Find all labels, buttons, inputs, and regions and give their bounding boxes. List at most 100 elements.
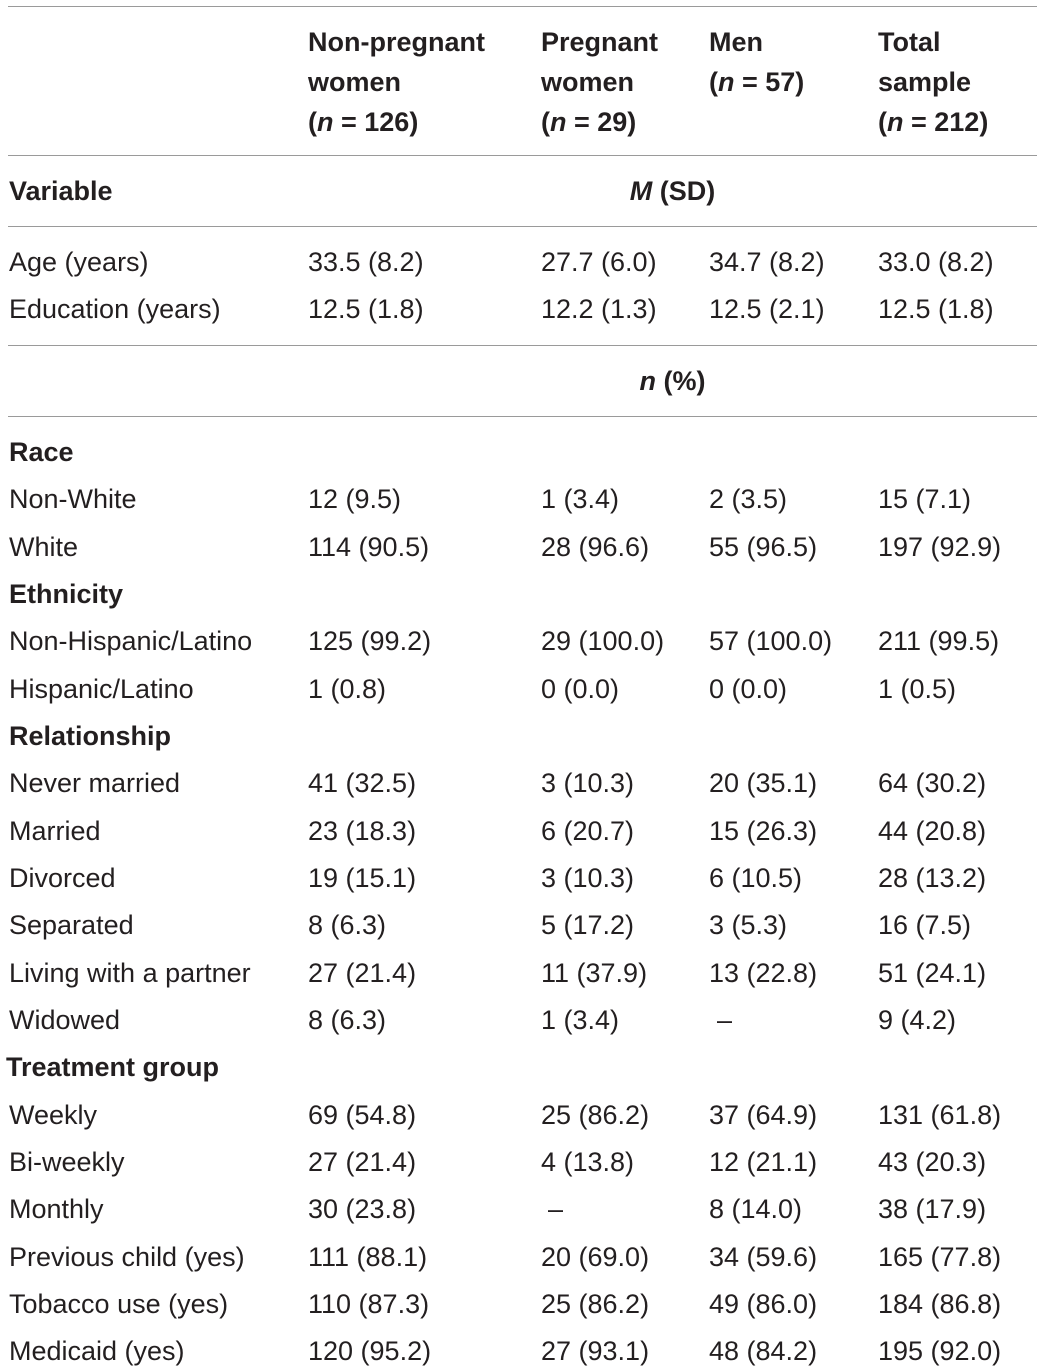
row-label: Previous child (yes) <box>9 1242 245 1272</box>
sd-text: (SD) <box>652 176 716 206</box>
header-men: Men (n = 57) <box>709 22 804 102</box>
n-value: = 29) <box>566 107 637 137</box>
table-row: Education (years) 12.5 (1.8) 12.2 (1.3) … <box>0 289 1043 329</box>
row-label: Married <box>9 816 101 846</box>
cell-value: 34 (59.6) <box>709 1242 818 1272</box>
paren: ( <box>308 107 317 137</box>
cell-value: 12.5 (2.1) <box>709 294 825 324</box>
cell-value: 8 (6.3) <box>308 910 387 940</box>
section-relationship: Relationship <box>9 721 172 751</box>
cell-value: 4 (13.8) <box>541 1147 635 1177</box>
cell-value: 34.7 (8.2) <box>709 247 825 277</box>
table-row: Weekly 69 (54.8) 25 (86.2) 37 (64.9) 131… <box>0 1095 1043 1135</box>
cell-value: 27 (21.4) <box>308 958 417 988</box>
cell-value: 23 (18.3) <box>308 816 417 846</box>
row-label: Bi-weekly <box>9 1147 125 1177</box>
paren: ( <box>541 107 550 137</box>
cell-value: 3 (5.3) <box>709 910 788 940</box>
cell-value: 30 (23.8) <box>308 1194 417 1224</box>
top-rule <box>8 6 1037 7</box>
n-symbol: n <box>550 107 567 137</box>
cell-value: – <box>548 1194 564 1224</box>
n-symbol: n <box>887 107 904 137</box>
n-symbol: n <box>718 67 735 97</box>
row-label: Weekly <box>9 1100 98 1130</box>
cell-value: 131 (61.8) <box>878 1100 1002 1130</box>
cell-value: 33.5 (8.2) <box>308 247 424 277</box>
table-row: Separated 8 (6.3) 5 (17.2) 3 (5.3) 16 (7… <box>0 905 1043 945</box>
cell-value: 184 (86.8) <box>878 1289 1002 1319</box>
cell-value: 28 (96.6) <box>541 532 650 562</box>
row-label: Living with a partner <box>9 958 251 988</box>
npct-rule <box>8 416 1037 417</box>
cell-value: 110 (87.3) <box>308 1289 430 1319</box>
cell-value: 12.2 (1.3) <box>541 294 657 324</box>
table-row: Never married 41 (32.5) 3 (10.3) 20 (35.… <box>0 763 1043 803</box>
row-label: Medicaid (yes) <box>9 1336 185 1366</box>
header-line: sample <box>878 67 972 97</box>
cell-value: 44 (20.8) <box>878 816 987 846</box>
cell-value: 27 (21.4) <box>308 1147 417 1177</box>
cell-value: 195 (92.0) <box>878 1336 1002 1366</box>
table-row: Tobacco use (yes) 110 (87.3) 25 (86.2) 4… <box>0 1284 1043 1324</box>
header-line: women <box>308 67 402 97</box>
header-line: Non-pregnant <box>308 27 485 57</box>
cell-value: 12 (9.5) <box>308 484 402 514</box>
row-label: Separated <box>9 910 134 940</box>
cell-value: 1 (0.8) <box>308 674 387 704</box>
header-line: women <box>541 67 635 97</box>
row-label: Hispanic/Latino <box>9 674 194 704</box>
row-label: Never married <box>9 768 181 798</box>
cell-value: 57 (100.0) <box>709 626 833 656</box>
table-row: Non-White 12 (9.5) 1 (3.4) 2 (3.5) 15 (7… <box>0 479 1043 519</box>
n-symbol: n <box>317 107 334 137</box>
cell-value: 27 (93.1) <box>541 1336 650 1366</box>
cell-value: 25 (86.2) <box>541 1289 650 1319</box>
table-row: Bi-weekly 27 (21.4) 4 (13.8) 12 (21.1) 4… <box>0 1142 1043 1182</box>
pct-text: (%) <box>656 366 706 396</box>
cell-value: 3 (10.3) <box>541 768 635 798</box>
cell-value: 64 (30.2) <box>878 768 987 798</box>
cell-value: 16 (7.5) <box>878 910 972 940</box>
n-symbol: n <box>639 366 657 396</box>
section-race: Race <box>9 437 74 467</box>
variable-label: Variable <box>9 176 113 206</box>
cell-value: – <box>717 1005 733 1035</box>
header-rule <box>8 155 1037 156</box>
header-line: Pregnant <box>541 27 659 57</box>
n-value: = 212) <box>903 107 989 137</box>
cell-value: 69 (54.8) <box>308 1100 417 1130</box>
cell-value: 165 (77.8) <box>878 1242 1002 1272</box>
section-ethnicity: Ethnicity <box>9 579 124 609</box>
cell-value: 8 (14.0) <box>709 1194 803 1224</box>
cell-value: 37 (64.9) <box>709 1100 818 1130</box>
cell-value: 38 (17.9) <box>878 1194 987 1224</box>
section-treatment-group: Treatment group <box>6 1052 220 1082</box>
header-line: Men <box>709 27 763 57</box>
cell-value: 0 (0.0) <box>709 674 788 704</box>
table-row: Non-Hispanic/Latino 125 (99.2) 29 (100.0… <box>0 621 1043 661</box>
cell-value: 1 (3.4) <box>541 1005 620 1035</box>
row-label: Non-Hispanic/Latino <box>9 626 253 656</box>
table-row: Medicaid (yes) 120 (95.2) 27 (93.1) 48 (… <box>0 1331 1043 1371</box>
cell-value: 20 (35.1) <box>709 768 818 798</box>
cell-value: 43 (20.3) <box>878 1147 987 1177</box>
cell-value: 27.7 (6.0) <box>541 247 657 277</box>
cell-value: 111 (88.1) <box>308 1242 428 1272</box>
cell-value: 211 (99.5) <box>878 626 1000 656</box>
cell-value: 3 (10.3) <box>541 863 635 893</box>
row-label: White <box>9 532 79 562</box>
cell-value: 120 (95.2) <box>308 1336 432 1366</box>
header-n: (n = 29) <box>541 102 658 142</box>
cell-value: 0 (0.0) <box>541 674 620 704</box>
row-label: Age (years) <box>9 247 149 277</box>
row-label: Tobacco use (yes) <box>9 1289 229 1319</box>
cell-value: 51 (24.1) <box>878 958 987 988</box>
cell-value: 6 (20.7) <box>541 816 635 846</box>
continuous-rule <box>8 345 1037 346</box>
row-label: Education (years) <box>9 294 221 324</box>
table-row: Living with a partner 27 (21.4) 11 (37.9… <box>0 953 1043 993</box>
header-n: (n = 57) <box>709 62 804 102</box>
cell-value: 19 (15.1) <box>308 863 417 893</box>
row-label: Widowed <box>9 1005 121 1035</box>
